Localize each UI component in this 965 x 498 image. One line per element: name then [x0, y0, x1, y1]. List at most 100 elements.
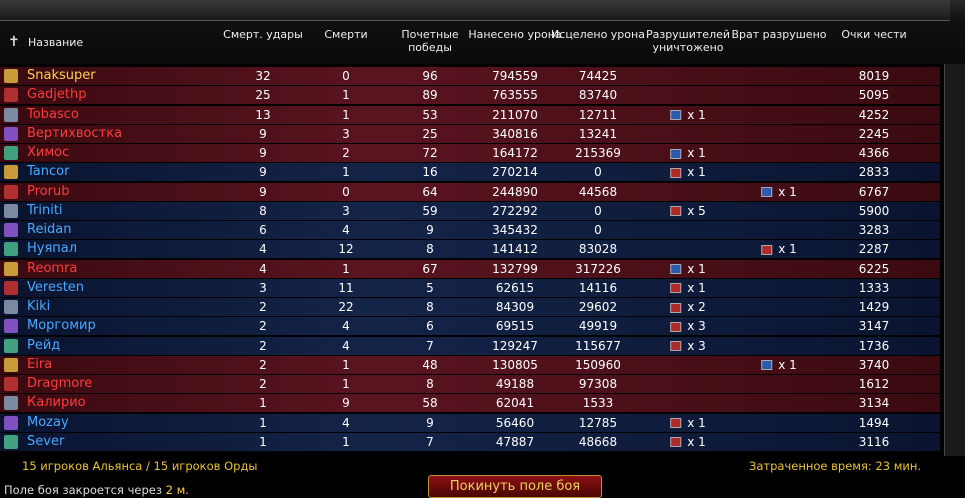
score-row: Dragmore 2 1 8 49188 97308 1612 — [0, 375, 940, 394]
player-name: Kiki — [27, 299, 51, 314]
stat-cell: 1 — [259, 396, 267, 411]
stat-cell: 317226 — [575, 261, 621, 276]
score-row: Рейд 2 4 7 129247 115677 x 3 1736 — [0, 336, 940, 356]
score-row: Eira 2 1 48 130805 150960 x 1 3740 — [0, 355, 940, 375]
column-header: Разрушителей уничтожено — [645, 28, 731, 54]
stat-value: x 1 — [687, 434, 706, 449]
player-name: Калирио — [27, 395, 86, 411]
stat-cell: 6 — [426, 319, 434, 334]
stat-cell: 244890 — [492, 184, 538, 199]
stat-cell: 132799 — [492, 261, 538, 276]
stat-cell: 1333 — [858, 280, 890, 295]
stat-cell: 164172 — [492, 146, 538, 160]
stat-cell: 84309 — [495, 300, 535, 314]
stat-cell: 96 — [422, 69, 438, 83]
player-count: 15 игроков Альянса / 15 игроков Орды — [22, 459, 258, 473]
stat-cell: 6767 — [858, 184, 890, 199]
stat-cell: 83028 — [578, 242, 618, 257]
stat-cell: 2 — [259, 357, 267, 372]
stat-cell: 6 — [259, 223, 267, 237]
class-icon — [4, 146, 18, 160]
sort-icon[interactable]: ✝ — [8, 34, 20, 50]
stat-cell: 4 — [342, 338, 350, 353]
player-name: Sever — [27, 433, 65, 449]
stat-cell: 47887 — [495, 434, 535, 449]
stat-cell: 62041 — [495, 396, 535, 411]
leave-button[interactable]: Покинуть поле боя — [428, 475, 602, 498]
stat-cell: 272292 — [492, 203, 538, 218]
class-icon — [4, 434, 18, 449]
stat-cell: 0 — [594, 165, 602, 180]
flag-icon — [670, 321, 682, 332]
class-icon — [4, 203, 18, 218]
stat-cell: 3147 — [858, 319, 890, 334]
stat-cell: 1736 — [858, 338, 890, 353]
stat-cell: x 3 — [670, 338, 706, 354]
stat-cell: 150960 — [575, 357, 621, 372]
stat-cell: 1 — [342, 434, 350, 449]
stat-cell: 0 — [342, 69, 350, 83]
stat-cell: 12785 — [578, 415, 618, 430]
stat-cell: 3134 — [858, 396, 890, 411]
stat-cell: 2287 — [858, 242, 890, 257]
stat-cell: 44568 — [578, 184, 618, 199]
score-row: Нуяпал 4 12 8 141412 83028 x 1 2287 — [0, 240, 940, 260]
stat-cell: 9 — [259, 146, 267, 160]
stat-cell: x 1 — [761, 357, 797, 373]
player-name: Tancor — [27, 164, 70, 180]
player-name: Veresten — [27, 279, 85, 295]
stat-cell: 1 — [342, 377, 350, 391]
stat-cell: 48 — [422, 357, 438, 372]
score-row: Калирио 1 9 58 62041 1533 3134 — [0, 394, 940, 414]
class-icon — [4, 69, 18, 83]
stat-value: x 1 — [687, 415, 706, 430]
stat-cell: 9 — [259, 165, 267, 180]
flag-icon — [670, 341, 682, 351]
stat-value: x 1 — [687, 280, 706, 295]
title-bar — [0, 0, 950, 21]
class-icon — [4, 165, 18, 180]
stat-cell: 12 — [338, 242, 354, 257]
column-header: Почетные победы — [401, 28, 459, 54]
score-row: Вертихвостка 9 3 25 340816 13241 2245 — [0, 124, 940, 144]
elapsed-time: Затраченное время: 23 мин. — [749, 459, 922, 473]
stat-value: x 1 — [778, 242, 797, 257]
stat-cell: 1612 — [858, 377, 890, 391]
score-row: Tobasco 13 1 53 211070 12711 x 1 4252 — [0, 105, 940, 125]
player-name: Tobasco — [27, 106, 79, 122]
stat-cell: 7 — [426, 338, 434, 353]
stat-cell: 1429 — [858, 300, 890, 314]
player-name: Reidan — [27, 222, 72, 237]
stat-cell: 32 — [255, 69, 271, 83]
stat-cell: 1 — [342, 261, 350, 276]
player-name: Dragmore — [27, 376, 93, 391]
score-row: Prorub 9 0 64 244890 44568 x 1 6767 — [0, 182, 940, 202]
scrollbar[interactable] — [944, 64, 965, 456]
stat-cell: 25 — [255, 88, 271, 103]
player-name: Gadjethp — [27, 87, 87, 103]
stat-cell: 69515 — [495, 319, 535, 334]
flag-icon — [761, 187, 773, 197]
stat-cell: 9 — [426, 415, 434, 430]
stat-cell: 794559 — [492, 69, 538, 83]
flag-icon — [670, 110, 682, 120]
stat-cell: 64 — [422, 184, 438, 199]
stat-cell: 129247 — [492, 338, 538, 353]
stat-cell: 89 — [422, 88, 438, 103]
stat-cell: 4 — [259, 242, 267, 257]
stat-cell: 2 — [259, 377, 267, 391]
stat-cell: 5 — [426, 280, 434, 295]
stat-cell: 12711 — [578, 107, 618, 122]
stat-cell: 29602 — [578, 300, 618, 314]
stat-cell: 0 — [594, 223, 602, 237]
stat-cell: 345432 — [492, 223, 538, 237]
stat-cell: 215369 — [575, 146, 621, 160]
score-row: Sever 1 1 7 47887 48668 x 1 3116 — [0, 432, 940, 452]
score-row: Mozay 1 4 9 56460 12785 x 1 1494 — [0, 413, 940, 433]
stat-cell: x 5 — [670, 203, 706, 219]
stat-cell: 62615 — [495, 280, 535, 295]
column-header: Исцелено урона — [551, 28, 645, 41]
player-name: Рейд — [27, 337, 61, 353]
stat-cell: 270214 — [492, 165, 538, 180]
